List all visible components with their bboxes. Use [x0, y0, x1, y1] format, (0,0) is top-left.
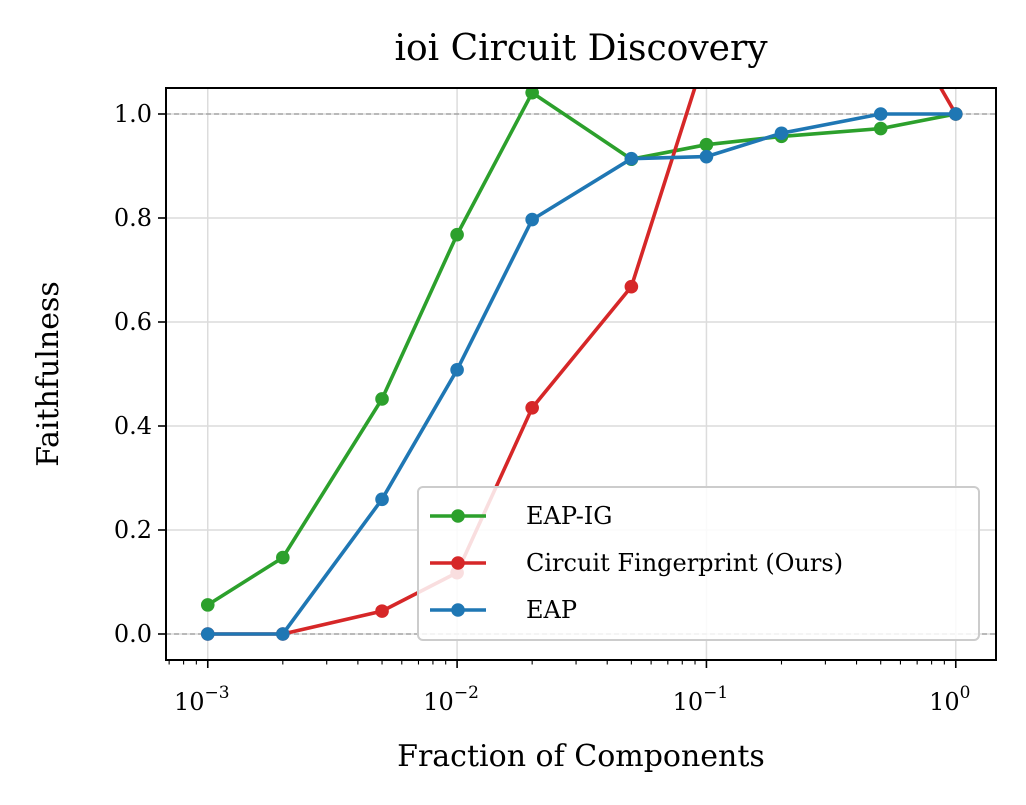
series-group	[200, 107, 963, 641]
data-point	[525, 88, 539, 100]
data-point	[375, 492, 389, 507]
x-axis-label: Fraction of Components	[397, 739, 765, 774]
y-tick-label: 0.4	[114, 412, 152, 440]
data-point	[276, 627, 290, 641]
y-tick-label: 0.0	[114, 620, 152, 648]
x-tick-base: 10	[929, 688, 960, 716]
data-point	[624, 151, 639, 166]
y-tick-label: 0.2	[114, 516, 152, 544]
x-tick-label: 10−1	[673, 683, 729, 716]
legend-label: EAP-IG	[526, 502, 612, 530]
series-line	[207, 88, 958, 636]
x-tick-exponent: −1	[703, 683, 728, 703]
x-tick-exponent: −3	[205, 683, 230, 703]
data-point	[774, 126, 789, 141]
x-tick-base: 10	[673, 688, 704, 716]
data-point	[873, 107, 888, 121]
series-line	[207, 112, 956, 636]
data-point	[525, 212, 539, 227]
chart-title: ioi Circuit Discovery	[394, 28, 768, 69]
data-point	[699, 137, 714, 152]
data-point	[699, 149, 714, 164]
data-point	[948, 107, 963, 121]
x-tick-exponent: −2	[454, 683, 479, 703]
x-axis-ticks: 10−3 10−2 10−1 100	[168, 660, 970, 716]
legend-box	[417, 486, 980, 641]
data-point	[375, 604, 389, 618]
data-point	[200, 598, 215, 612]
legend-marker	[451, 509, 465, 523]
legend-label: Circuit Fingerprint (Ours)	[526, 549, 843, 577]
data-point	[276, 550, 290, 565]
y-tick-label: 1.0	[114, 100, 152, 128]
legend-label: EAP	[526, 596, 577, 624]
data-point	[450, 363, 464, 377]
series-layer	[200, 88, 963, 641]
x-tick-base: 10	[174, 688, 205, 716]
data-point	[873, 121, 888, 136]
data-point	[200, 627, 215, 641]
data-point	[450, 227, 464, 242]
x-tick-label: 10−2	[423, 683, 479, 716]
y-axis-label: Faithfulness	[31, 281, 66, 467]
data-point	[375, 392, 389, 406]
y-tick-label: 0.6	[114, 308, 152, 336]
x-tick-label: 10−3	[174, 683, 230, 716]
legend: EAP-IG Circuit Fingerprint (Ours) EAP	[417, 486, 980, 641]
data-point	[525, 401, 539, 415]
legend-marker	[451, 556, 465, 570]
series-line	[206, 90, 957, 607]
x-tick-base: 10	[423, 688, 454, 716]
y-axis-ticks: 0.0 0.2 0.4 0.6 0.8 1.0	[114, 100, 166, 648]
plot-frame	[165, 87, 997, 661]
x-tick-exponent: 0	[960, 683, 971, 703]
legend-marker	[451, 603, 465, 617]
x-tick-label: 100	[929, 683, 970, 716]
data-point	[624, 279, 639, 294]
y-tick-label: 0.8	[114, 204, 152, 232]
